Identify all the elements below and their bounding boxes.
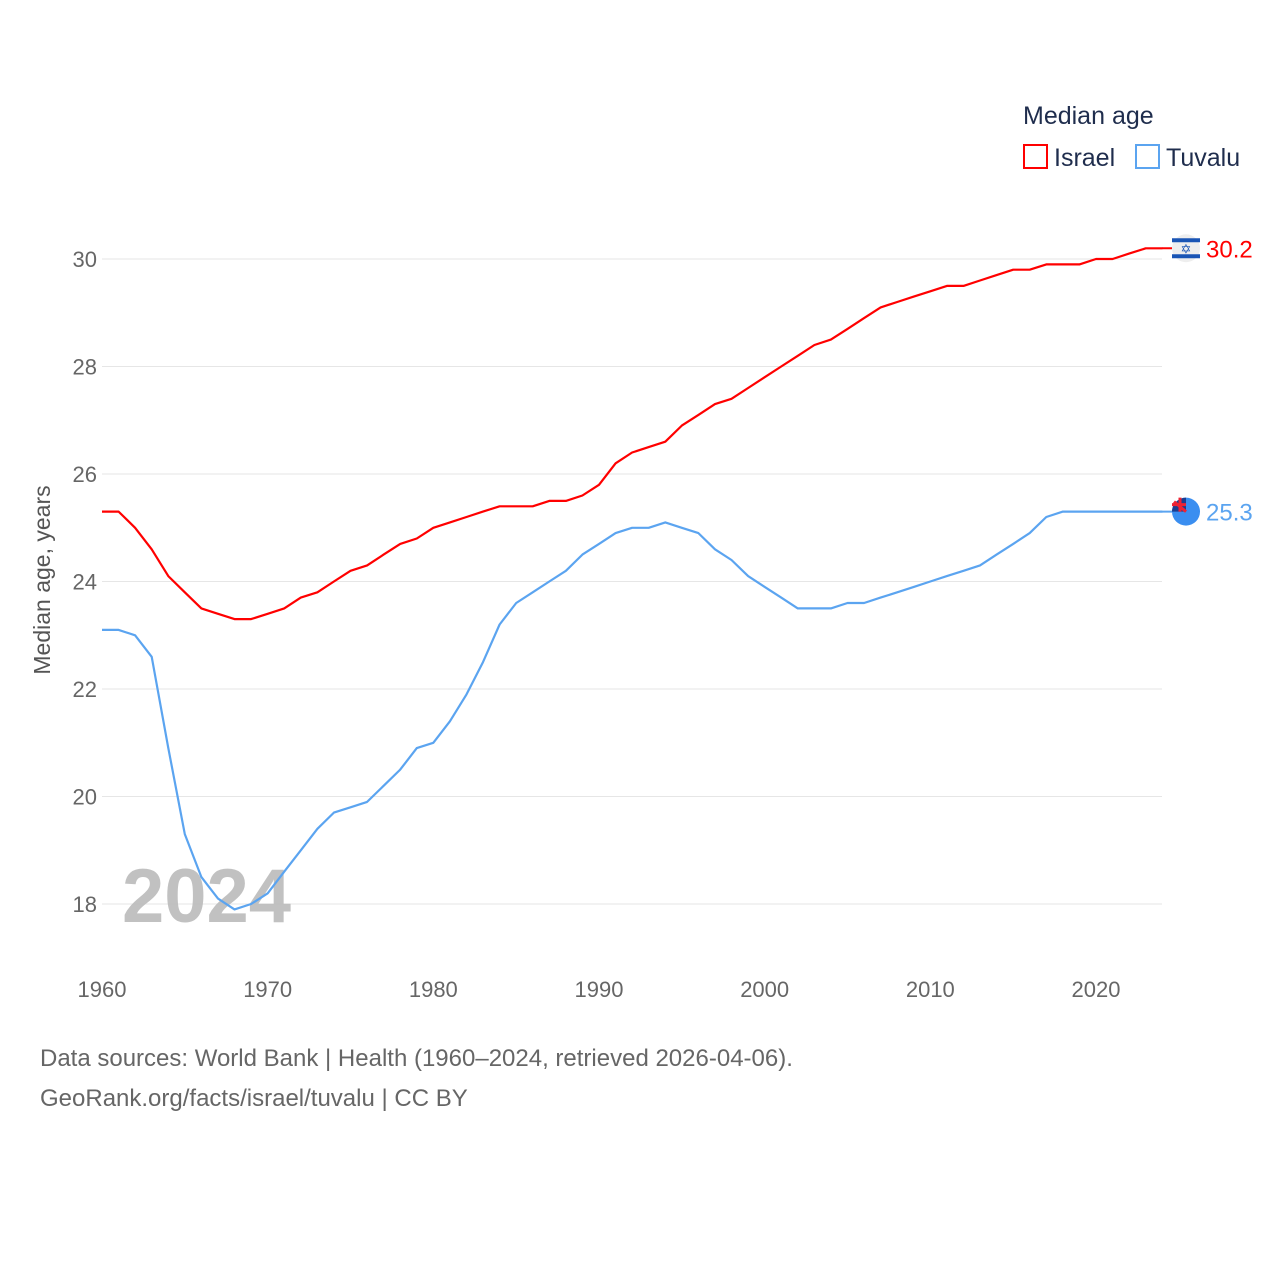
end-value-label-israel: 30.2 [1206,236,1253,263]
x-tick-label: 1990 [575,977,624,1002]
x-tick-label: 1970 [243,977,292,1002]
x-tick-label: 1980 [409,977,458,1002]
y-tick-label: 24 [73,570,97,595]
x-tick-label: 2020 [1072,977,1121,1002]
svg-text:✡: ✡ [1181,241,1192,256]
legend-label-israel[interactable]: Israel [1054,144,1115,172]
y-tick-label: 18 [73,892,97,917]
flag-israel-icon: ✡ [1172,234,1200,263]
footer-link[interactable]: GeoRank.org/facts/israel/tuvalu | CC BY [40,1085,468,1112]
y-tick-label: 20 [73,785,97,810]
legend-label-tuvalu[interactable]: Tuvalu [1166,144,1240,172]
x-tick-label: 1960 [78,977,127,1002]
y-axis-label: Median age, years [29,485,55,674]
x-tick-label: 2000 [740,977,789,1002]
series-line-israel [102,247,1163,621]
flag-tuvalu-icon [1172,497,1200,526]
footer-sources: Data sources: World Bank | Health (1960–… [40,1045,793,1072]
y-tick-label: 22 [73,677,97,702]
year-watermark: 2024 [122,854,291,939]
y-tick-label: 30 [73,247,97,272]
legend-swatch-israel[interactable] [1023,144,1048,169]
y-tick-label: 26 [73,462,97,487]
legend-title: Median age [1023,102,1154,130]
legend-swatch-tuvalu[interactable] [1135,144,1160,169]
y-tick-label: 28 [73,355,97,380]
end-value-label-tuvalu: 25.3 [1206,500,1253,527]
x-tick-label: 2010 [906,977,955,1002]
series-line-tuvalu [102,510,1163,911]
